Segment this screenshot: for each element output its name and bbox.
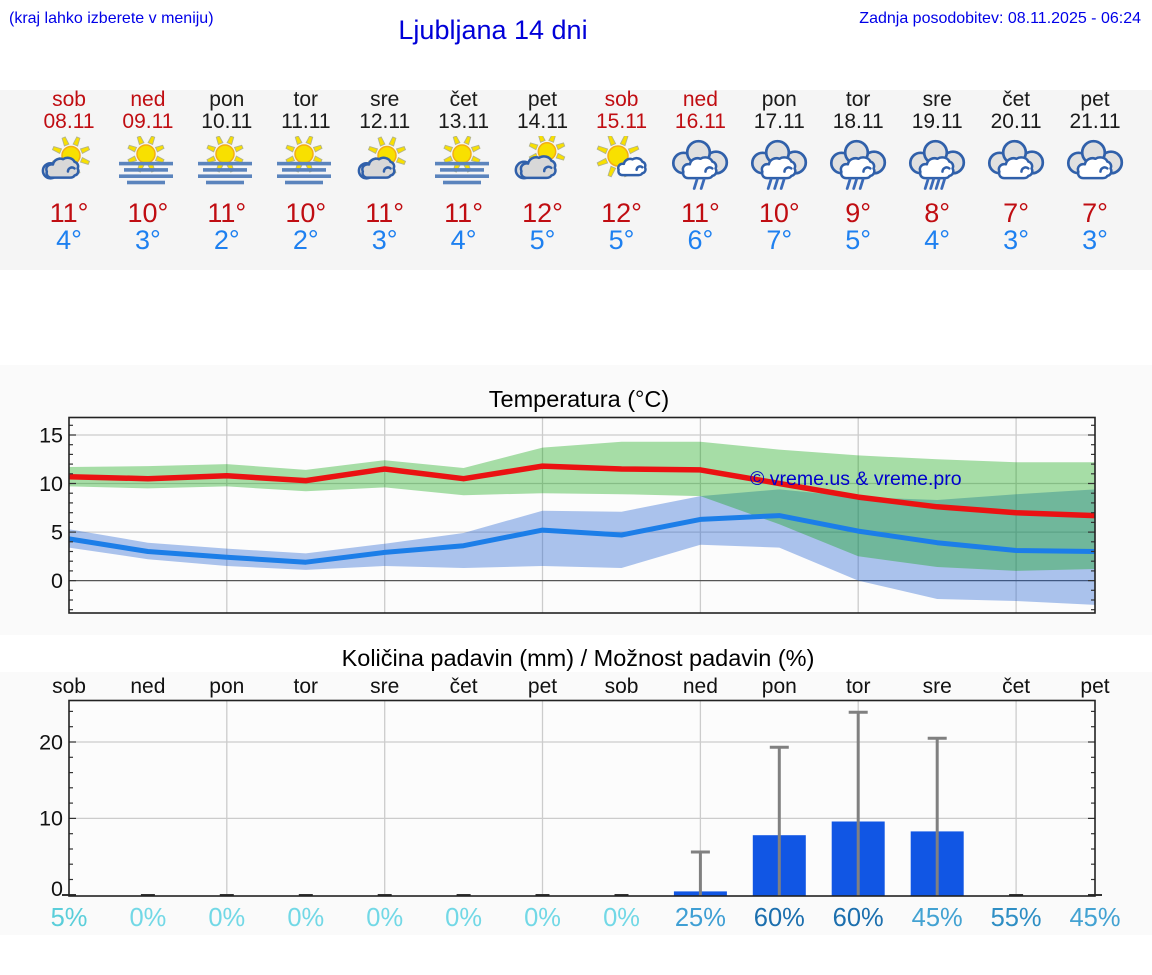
svg-text:pet: pet [528,675,557,698]
svg-text:0%: 0% [129,904,166,932]
svg-text:Količina padavin (mm) / Možnos: Količina padavin (mm) / Možnost padavin … [342,645,815,671]
svg-text:čet: čet [1002,675,1030,698]
svg-text:sob: sob [52,675,86,698]
svg-text:15: 15 [39,424,63,448]
svg-text:ned: ned [130,675,165,698]
svg-text:tor: tor [294,675,319,698]
svg-text:0%: 0% [366,904,403,932]
svg-text:Temperatura (°C): Temperatura (°C) [489,386,669,412]
svg-text:0%: 0% [524,904,561,932]
svg-text:tor: tor [846,675,871,698]
svg-text:0%: 0% [287,904,324,932]
svg-text:0%: 0% [445,904,482,932]
svg-text:55%: 55% [991,904,1042,932]
svg-text:sob: sob [605,675,639,698]
svg-text:20: 20 [39,730,63,754]
svg-text:45%: 45% [1069,904,1120,932]
svg-text:sre: sre [923,675,952,698]
svg-text:0: 0 [51,877,63,901]
svg-text:5%: 5% [51,904,88,932]
svg-text:sre: sre [370,675,399,698]
svg-text:čet: čet [450,675,478,698]
svg-text:25%: 25% [675,904,726,932]
svg-text:5: 5 [51,521,63,545]
svg-text:60%: 60% [754,904,805,932]
svg-text:pet: pet [1080,675,1109,698]
svg-text:60%: 60% [833,904,884,932]
svg-text:10: 10 [39,472,63,496]
svg-text:0%: 0% [603,904,640,932]
svg-text:0: 0 [51,569,63,593]
svg-text:10: 10 [39,807,63,831]
svg-text:0%: 0% [208,904,245,932]
svg-text:ned: ned [683,675,718,698]
svg-text:pon: pon [209,675,244,698]
svg-text:pon: pon [762,675,797,698]
svg-text:45%: 45% [912,904,963,932]
svg-text:© vreme.us & vreme.pro: © vreme.us & vreme.pro [750,468,962,490]
